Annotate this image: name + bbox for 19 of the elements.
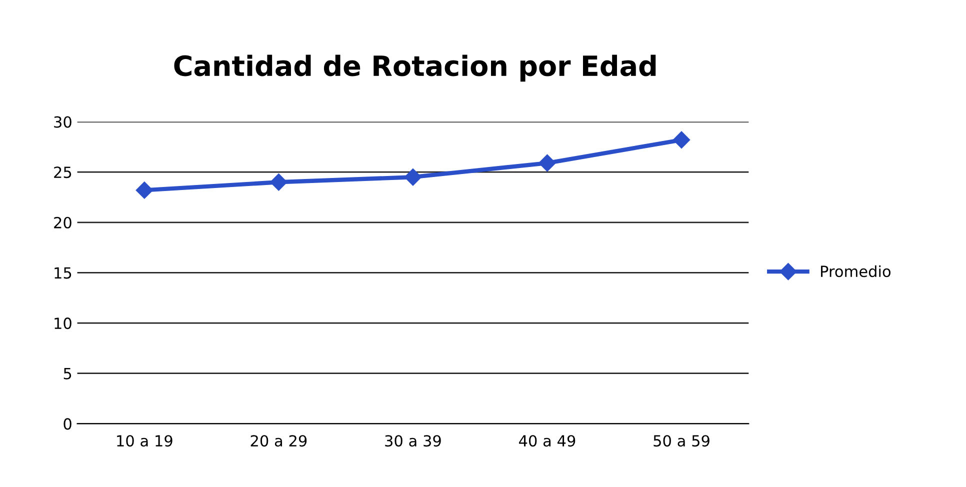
y-tick-label: 15 [54, 267, 72, 279]
point [136, 182, 153, 199]
chart-title: Cantidad de Rotacion por Edad [174, 54, 656, 82]
point [270, 174, 288, 191]
point [672, 131, 690, 148]
y-tick-label: 10 [54, 318, 72, 330]
legend-label: Promedio [821, 265, 890, 278]
x-tick-label: 20 a 29 [250, 435, 307, 447]
x-tick-label: 40 a 49 [519, 435, 576, 447]
point [404, 168, 422, 186]
x-tick-label: 50 a 59 [654, 435, 710, 447]
y-tick-label: 5 [64, 368, 72, 380]
point [538, 154, 556, 172]
x-tick-label: 10 a 19 [117, 435, 172, 447]
y-tick-label: 25 [54, 166, 72, 178]
y-tick-label: 30 [54, 116, 72, 128]
x-tick-label: 30 a 39 [385, 435, 441, 447]
y-tick-label: 0 [64, 418, 72, 430]
y-tick-label: 20 [54, 216, 72, 228]
